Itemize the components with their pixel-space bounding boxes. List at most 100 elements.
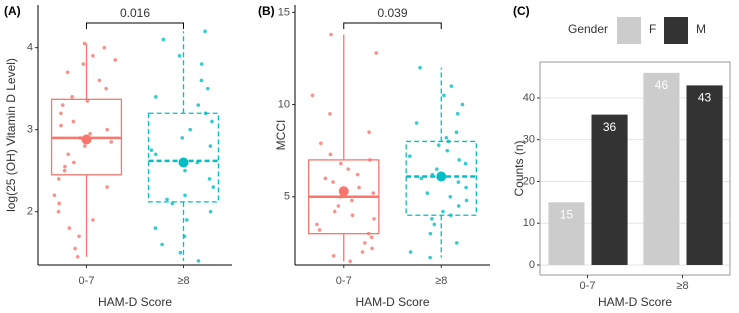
- point: [441, 209, 445, 214]
- point: [70, 95, 74, 99]
- point: [408, 154, 412, 159]
- point: [71, 119, 76, 124]
- point: [367, 130, 371, 135]
- point: [346, 167, 351, 171]
- point: [328, 152, 333, 157]
- point: [446, 139, 451, 144]
- legend-title: Gender: [568, 22, 608, 36]
- y-tick-label: 10: [278, 98, 290, 110]
- p-value: 0.016: [120, 6, 150, 20]
- point: [59, 111, 63, 116]
- point: [161, 37, 166, 42]
- x-tick-label: ≥8: [676, 280, 688, 292]
- point: [184, 218, 189, 222]
- point: [88, 131, 92, 136]
- point: [59, 123, 63, 128]
- value-label: 15: [560, 208, 574, 222]
- point: [332, 209, 337, 214]
- bar: [686, 85, 723, 265]
- point: [456, 180, 461, 184]
- point: [372, 217, 376, 221]
- point: [363, 241, 367, 245]
- point: [425, 191, 430, 195]
- x-tick-label: 0-7: [580, 280, 596, 292]
- point: [419, 176, 424, 181]
- y-tick-label: 5: [284, 191, 290, 203]
- point: [315, 222, 319, 227]
- legend-label: M: [696, 22, 706, 36]
- point: [430, 172, 435, 177]
- point: [203, 111, 208, 116]
- point: [328, 111, 332, 116]
- point: [445, 148, 450, 153]
- point: [91, 54, 95, 58]
- x-tick-label: ≥8: [177, 275, 189, 287]
- point: [428, 255, 432, 260]
- point: [310, 93, 315, 98]
- point: [72, 160, 76, 165]
- point: [357, 185, 361, 190]
- point: [83, 144, 87, 148]
- p-value: 0.039: [377, 6, 407, 20]
- legend-swatch: [664, 17, 688, 44]
- point: [149, 148, 154, 152]
- point: [188, 127, 193, 132]
- point: [91, 218, 95, 222]
- bracket: [343, 22, 442, 29]
- mean: [81, 134, 92, 145]
- point: [350, 213, 355, 218]
- point: [454, 241, 459, 245]
- y-tick-label: 20: [523, 175, 535, 187]
- point: [56, 209, 61, 214]
- point: [178, 250, 183, 255]
- x-axis-title: HAM-D Score: [98, 295, 172, 309]
- point: [323, 176, 328, 181]
- x-axis-title: HAM-D Score: [355, 295, 429, 309]
- point: [62, 168, 67, 173]
- point: [369, 235, 374, 240]
- point: [432, 222, 437, 227]
- y-tick-label: 15: [278, 6, 290, 18]
- point: [210, 119, 214, 124]
- bracket: [86, 22, 184, 29]
- point: [160, 242, 164, 247]
- y-tick-label: 30: [523, 134, 535, 146]
- point: [97, 78, 102, 83]
- point: [444, 135, 449, 140]
- point: [208, 209, 213, 214]
- point: [339, 161, 343, 166]
- point: [360, 250, 365, 254]
- point: [456, 204, 461, 208]
- point: [208, 144, 213, 148]
- point: [82, 41, 87, 46]
- point: [199, 62, 204, 66]
- point: [154, 95, 158, 99]
- value-label: 43: [698, 91, 712, 105]
- y-axis-title: MCCI: [274, 120, 288, 151]
- point: [319, 141, 323, 146]
- point: [428, 231, 433, 236]
- y-tick-label: 0: [529, 259, 535, 271]
- point: [63, 164, 67, 169]
- y-tick-label: 4: [27, 42, 33, 54]
- point: [430, 217, 434, 221]
- y-tick-label: 3: [27, 124, 33, 136]
- value-label: 36: [603, 120, 617, 134]
- point: [196, 259, 201, 263]
- point: [366, 231, 371, 236]
- x-tick-label: 0-7: [79, 275, 95, 287]
- point: [177, 54, 182, 58]
- point: [464, 198, 469, 203]
- point: [109, 140, 114, 144]
- mean: [338, 186, 349, 197]
- point: [414, 121, 419, 125]
- point: [370, 246, 374, 251]
- point: [66, 152, 71, 157]
- point: [105, 127, 110, 132]
- point: [436, 143, 441, 147]
- y-tick-label: 40: [523, 92, 535, 104]
- point: [371, 191, 376, 195]
- point: [207, 177, 212, 181]
- point: [199, 78, 204, 83]
- point: [338, 194, 343, 199]
